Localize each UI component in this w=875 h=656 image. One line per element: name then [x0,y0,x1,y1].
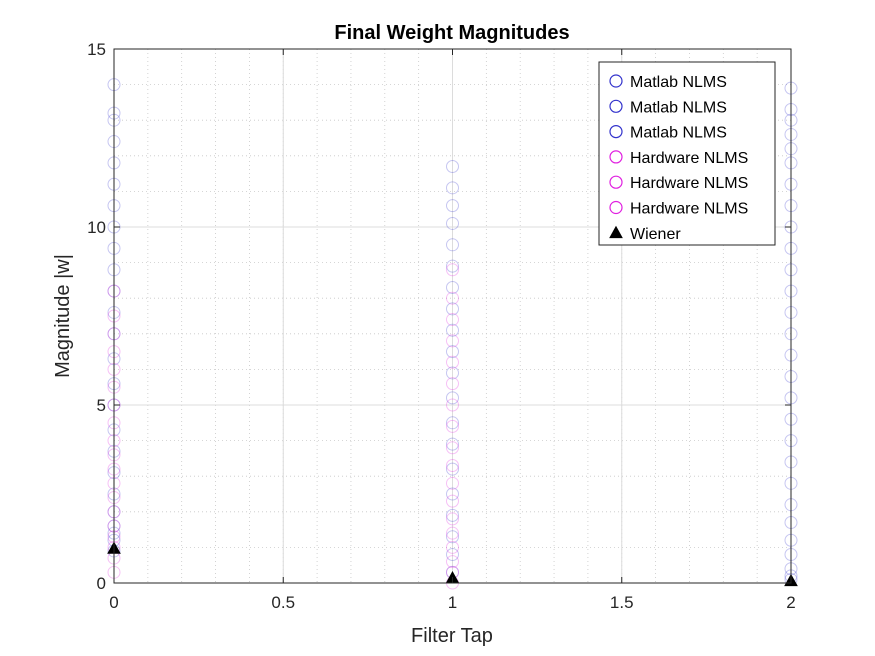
data-point [446,476,459,490]
data-point [446,345,459,359]
data-point [446,416,459,430]
legend-marker-circle [609,200,623,215]
data-point [446,263,459,277]
legend-marker-triangle [609,225,623,239]
data-point [446,238,459,252]
data-point [446,323,459,337]
y-tick-label: 0 [97,574,106,593]
data-point [446,377,459,391]
data-point [446,355,459,369]
y-tick-label: 10 [87,218,106,237]
y-axis-ticks: 0 5 10 15 [87,40,791,593]
data-point [446,259,459,273]
data-point [446,181,459,195]
legend-marker-circle [609,74,623,88]
data-point [446,291,459,305]
data-point [446,462,459,476]
data-point [446,530,459,544]
x-tick-label: 0 [109,593,118,612]
legend-marker-circle [609,125,623,139]
data-point [446,302,459,316]
data-point [446,216,459,230]
data-point [446,199,459,213]
x-tick-label: 1.5 [610,593,634,612]
legend-marker-circle [609,150,623,164]
data-point [446,555,459,569]
data-point [446,540,459,554]
x-tick-label: 1 [448,593,457,612]
legend-box [598,61,776,246]
chart-title: Final Weight Magnitudes [334,22,569,44]
data-point [446,437,459,451]
y-axis-label: Magnitude |w| [52,254,74,378]
x-tick-label: 0.5 [271,593,295,612]
y-tick-label: 5 [97,396,106,415]
legend-label: Wiener [630,226,681,243]
x-tick-label: 2 [786,593,795,612]
legend-label: Matlab NLMS [630,99,727,116]
data-point [446,398,459,412]
data-point [446,391,459,405]
data-point [446,419,459,433]
data-point [446,548,459,562]
data-point [446,441,459,455]
legend-marker-circle [609,99,623,113]
legend-label: Hardware NLMS [630,201,748,218]
legend-label: Matlab NLMS [630,74,727,91]
x-axis-label: Filter Tap [411,625,493,647]
data-point [446,159,459,173]
data-point [446,508,459,522]
legend: Matlab NLMS Matlab NLMS Matlab NLMS Hardwar… [598,61,776,246]
data-point [446,366,459,380]
data-point [446,494,459,508]
data-point [446,526,459,540]
data-point [446,512,459,526]
legend-label: Matlab NLMS [630,125,727,142]
legend-label: Hardware NLMS [630,175,748,192]
data-point [446,334,459,348]
data-point [446,281,459,295]
legend-label: Hardware NLMS [630,150,748,167]
legend-marker-circle [609,175,623,189]
y-tick-label: 15 [87,40,106,59]
data-point [446,313,459,327]
data-point [446,487,459,501]
data-point [446,459,459,473]
x-axis-ticks: 0 0.5 1 1.5 2 [109,49,796,612]
